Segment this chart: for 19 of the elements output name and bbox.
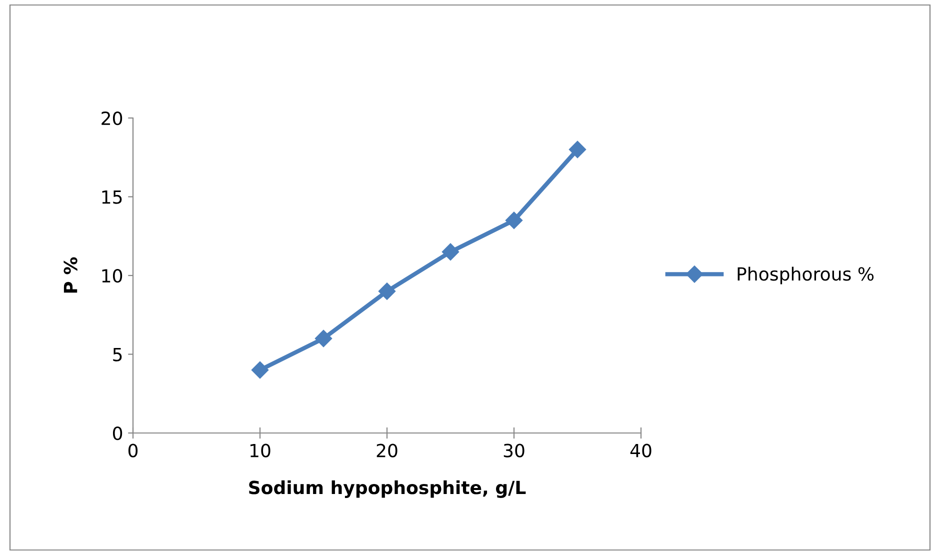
point bbox=[505, 212, 523, 229]
y-tick-label: 0 bbox=[112, 426, 122, 440]
x-tick-label: 20 bbox=[376, 444, 398, 458]
point bbox=[568, 140, 586, 158]
point bbox=[314, 330, 332, 348]
y-tick-label: 20 bbox=[102, 111, 122, 126]
x-tick-label: 40 bbox=[630, 444, 652, 458]
point bbox=[442, 243, 460, 260]
y-tick-label: 5 bbox=[113, 348, 122, 362]
x-tick-label: 30 bbox=[504, 444, 524, 458]
point bbox=[378, 282, 396, 300]
legend-label: Phosphorous % bbox=[738, 266, 874, 284]
x-tick-label: 10 bbox=[250, 444, 270, 458]
point bbox=[251, 361, 269, 379]
y-axis-title: P % bbox=[64, 257, 78, 293]
x-axis-title: Sodium hypophosphite, g/L bbox=[249, 480, 526, 498]
x-tick-label: 0 bbox=[128, 444, 138, 458]
y-tick-label: 10 bbox=[102, 268, 122, 283]
y-tick-label: 15 bbox=[102, 190, 122, 204]
